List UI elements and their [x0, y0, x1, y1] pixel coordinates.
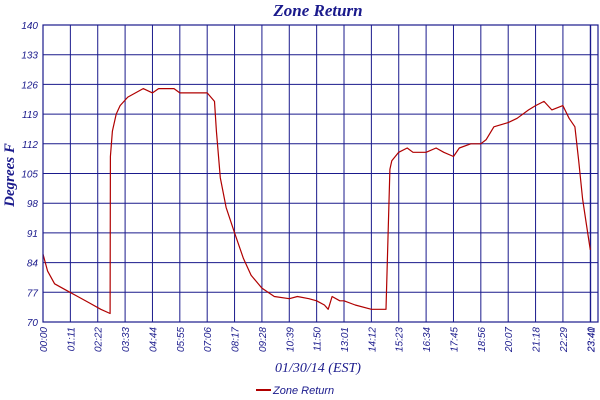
y-tick-label: 91: [27, 229, 38, 240]
y-tick-labels: 70 77 84 91 98 105 112 119 126 133 140: [21, 21, 38, 329]
series-layer: [42, 87, 591, 315]
x-tick-labels: 00:00 01:11 02:22 03:33 04:44 05:55 07:06 08:17…: [39, 327, 598, 353]
x-tick-label: 05:55: [176, 327, 187, 352]
x-tick-label: 13:01: [340, 327, 351, 352]
x-tick-label: 11:50: [313, 327, 324, 352]
series-line-zone-return: [42, 87, 591, 315]
x-tick-label: 17:45: [449, 327, 460, 352]
plot-grid: [43, 24, 598, 323]
y-tick-label: 70: [27, 318, 39, 329]
y-tick-label: 105: [21, 170, 38, 181]
legend-label: Zone Return: [272, 385, 334, 397]
x-axis-label: 01/30/14 (EST): [275, 361, 361, 376]
y-tick-label: 98: [27, 199, 39, 210]
x-tick-label: 20:07: [504, 327, 515, 353]
x-tick-label: 08:17: [231, 327, 242, 352]
y-axis-label: Degrees F: [2, 143, 18, 208]
x-tick-label: 22:29: [559, 327, 570, 353]
y-tick-label: 84: [27, 259, 39, 270]
x-tick-label: 10:39: [285, 327, 296, 352]
x-tick-label: 00:00: [39, 327, 50, 352]
x-tick-label: 16:34: [422, 327, 433, 352]
chart-title: Zone Return: [272, 1, 362, 20]
x-tick-label: 07:06: [203, 327, 214, 352]
x-tick-label: 15:23: [395, 327, 406, 352]
x-tick-label: 03:33: [121, 327, 132, 352]
y-tick-label: 126: [21, 80, 38, 91]
x-tick-label: 09:28: [258, 327, 269, 352]
plot-frame: [42, 24, 599, 323]
x-tick-label: 01:11: [66, 327, 77, 351]
x-tick-label: 04:44: [148, 327, 159, 352]
x-tick-label: 14:12: [367, 327, 378, 352]
x-tick-label: 23:40: [586, 327, 597, 353]
y-tick-label: 112: [22, 140, 38, 151]
x-tick-label: 21:18: [532, 327, 543, 353]
x-tick-label: 23:41: [587, 327, 598, 353]
x-tick-label: 02:22: [94, 327, 105, 352]
x-tick-label: 18:56: [477, 327, 488, 352]
y-tick-label: 140: [21, 21, 38, 32]
y-tick-label: 77: [27, 288, 39, 299]
legend: Zone Return: [256, 385, 334, 397]
y-tick-label: 133: [21, 51, 38, 62]
y-tick-label: 119: [22, 110, 38, 121]
